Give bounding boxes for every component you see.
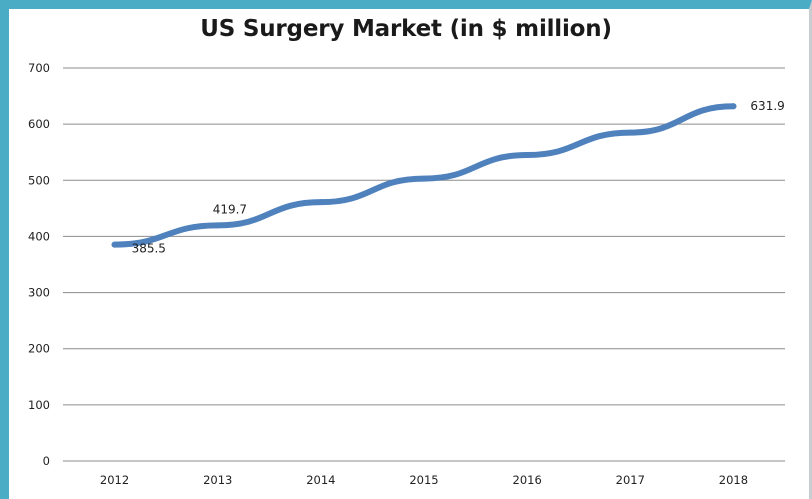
data-point-2012 — [111, 241, 118, 248]
x-tick-label-2014: 2014 — [306, 473, 335, 487]
chart-title: US Surgery Market (in $ million) — [200, 16, 612, 42]
data-point-2017 — [627, 129, 634, 136]
data-label-2013: 419.7 — [213, 202, 247, 216]
y-tick-label-700: 700 — [28, 61, 50, 75]
x-tick-label-2013: 2013 — [203, 473, 232, 487]
data-point-2016 — [524, 152, 531, 159]
x-tick-label-2015: 2015 — [409, 473, 438, 487]
y-tick-label-0: 0 — [43, 454, 50, 468]
y-tick-label-300: 300 — [28, 286, 50, 300]
y-tick-label-200: 200 — [28, 342, 50, 356]
y-tick-label-400: 400 — [28, 229, 50, 243]
x-tick-label-2012: 2012 — [100, 473, 129, 487]
data-point-2015 — [421, 175, 427, 182]
y-tick-label-100: 100 — [28, 398, 50, 412]
x-tick-label-2018: 2018 — [719, 473, 748, 487]
x-tick-label-2016: 2016 — [513, 473, 542, 487]
x-tick-label-2017: 2017 — [616, 473, 645, 487]
data-point-2018 — [730, 103, 737, 110]
y-tick-label-500: 500 — [28, 173, 50, 187]
data-label-2012: 385.5 — [132, 242, 166, 256]
y-tick-label-600: 600 — [28, 117, 50, 131]
data-point-2013 — [214, 222, 221, 229]
data-label-2018: 631.9 — [750, 99, 784, 113]
data-point-2014 — [317, 199, 324, 206]
series-line-0 — [111, 103, 737, 248]
